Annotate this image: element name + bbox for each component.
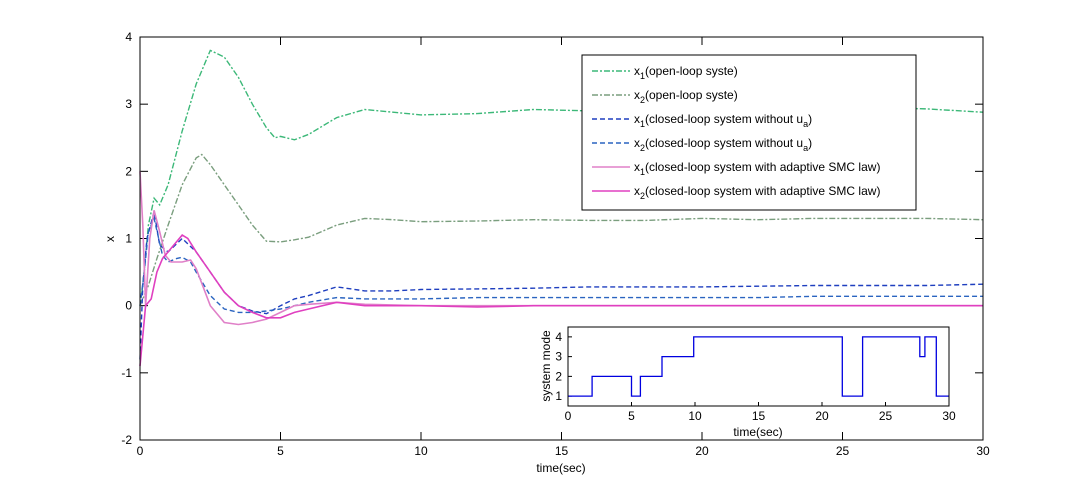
- legend-label: x2(closed-loop system with adaptive SMC …: [634, 184, 880, 201]
- legend: x1(open-loop syste) x2(open-loop syste) x1…: [581, 54, 917, 211]
- legend-label: x1(closed-loop system without ua): [634, 112, 812, 129]
- legend-entry: x2(closed-loop system without ua): [592, 136, 812, 153]
- main-x-axis-label: time(sec): [536, 461, 585, 475]
- system-mode-step-line: [568, 336, 949, 397]
- main-x-tick-label: 10: [414, 444, 428, 458]
- series-line-1: [139, 49, 984, 306]
- inset-plot-frame: [567, 326, 950, 407]
- main-y-tick-label: 0: [125, 299, 132, 313]
- main-x-tick-label: 5: [277, 444, 284, 458]
- legend-box: [581, 54, 917, 211]
- series-line-3: [139, 211, 984, 360]
- inset-series-lines: [568, 336, 949, 397]
- inset-x-tick-label: 15: [752, 409, 766, 423]
- main-x-tick-label: 30: [976, 444, 990, 458]
- inset-x-tick-label: 5: [628, 409, 635, 423]
- inset-x-tick-label: 30: [942, 409, 956, 423]
- inset-y-tick-label: 3: [555, 350, 562, 364]
- main-y-axis-label: x: [103, 236, 117, 242]
- legend-entry: x2(open-loop syste): [592, 88, 738, 105]
- series-line-6: [139, 234, 983, 367]
- inset-axes-ticks: 0 5 10 15 20 25 30 1 2 3 4: [555, 330, 956, 423]
- inset-x-tick-label: 0: [565, 409, 572, 423]
- inset-y-tick-label: 4: [555, 330, 562, 344]
- legend-label: x2(open-loop syste): [634, 88, 738, 105]
- legend-label: x2(closed-loop system without ua): [634, 136, 812, 153]
- legend-label: x1(closed-loop system with adaptive SMC …: [634, 160, 880, 177]
- main-y-tick-label: 3: [125, 97, 132, 111]
- inset-y-axis-label: system mode: [539, 330, 553, 402]
- main-x-tick-label: 15: [555, 444, 569, 458]
- inset-x-tick-label: 20: [815, 409, 829, 423]
- main-x-tick-label: 20: [695, 444, 709, 458]
- inset-y-tick-label: 1: [555, 389, 562, 403]
- main-y-tick-label: -2: [121, 433, 132, 447]
- inset-background: [568, 327, 949, 406]
- legend-entry: x2(closed-loop system with adaptive SMC …: [592, 184, 880, 201]
- main-x-tick-label: 0: [137, 444, 144, 458]
- main-plot-frame: [139, 36, 984, 441]
- legend-entry: x1(open-loop syste): [592, 64, 738, 81]
- main-series-lines: [139, 49, 984, 367]
- main-x-tick-label: 25: [836, 444, 850, 458]
- main-y-tick-label: 1: [125, 232, 132, 246]
- main-y-tick-label: 4: [125, 30, 132, 44]
- inset-y-tick-label: 2: [555, 369, 562, 383]
- inset-x-tick-label: 25: [879, 409, 893, 423]
- inset-x-tick-label: 10: [688, 409, 702, 423]
- legend-entry: x1(closed-loop system with adaptive SMC …: [592, 160, 880, 177]
- legend-label: x1(open-loop syste): [634, 64, 738, 81]
- series-line-2: [139, 153, 984, 306]
- inset-x-axis-label: time(sec): [733, 425, 782, 439]
- series-line-4: [139, 216, 983, 314]
- main-y-tick-label: 2: [125, 164, 132, 178]
- legend-entry: x1(closed-loop system without ua): [592, 112, 812, 129]
- main-y-tick-label: -1: [121, 366, 132, 380]
